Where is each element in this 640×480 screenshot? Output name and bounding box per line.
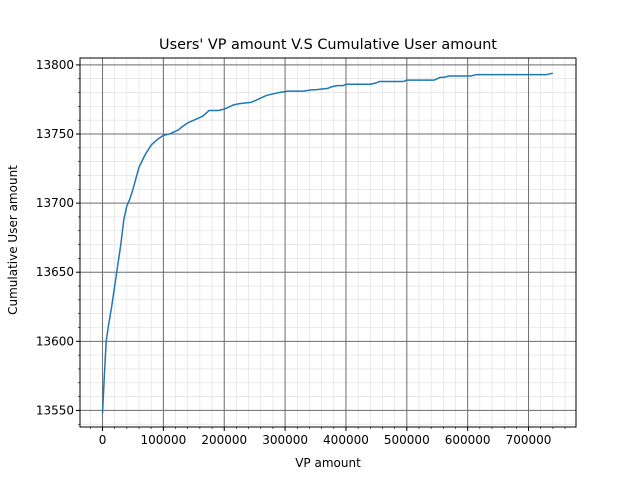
series-line — [101, 72, 554, 414]
x-tick-label: 600000 — [445, 433, 491, 447]
chart-title: Users' VP amount V.S Cumulative User amo… — [159, 37, 497, 53]
x-tick-label: 700000 — [506, 433, 552, 447]
x-axis-ticks: 0 100000 200000 300000 400000 500000 600000 700… — [90, 427, 566, 447]
plot-area: 0 100000 200000 300000 400000 500000 600000 700… — [36, 57, 577, 447]
y-tick-label: 13550 — [36, 403, 74, 417]
y-tick-label: 13700 — [36, 196, 74, 210]
y-tick-label: 13600 — [36, 334, 74, 348]
x-tick-label: 300000 — [262, 433, 308, 447]
y-axis-ticks: 13550 13600 13650 13700 13750 13800 — [36, 58, 80, 425]
y-tick-label: 13750 — [36, 127, 74, 141]
x-tick-label: 400000 — [323, 433, 369, 447]
x-axis-label: VP amount — [295, 456, 361, 470]
axes-frame — [79, 57, 577, 428]
y-tick-label: 13800 — [36, 58, 74, 72]
series-layer — [101, 72, 554, 414]
major-grid — [80, 58, 576, 427]
y-axis-label: Cumulative User amount — [6, 165, 20, 315]
x-tick-label: 0 — [99, 433, 107, 447]
x-tick-label: 100000 — [140, 433, 186, 447]
y-tick-label: 13650 — [36, 265, 74, 279]
x-tick-label: 500000 — [384, 433, 430, 447]
x-tick-label: 200000 — [201, 433, 247, 447]
